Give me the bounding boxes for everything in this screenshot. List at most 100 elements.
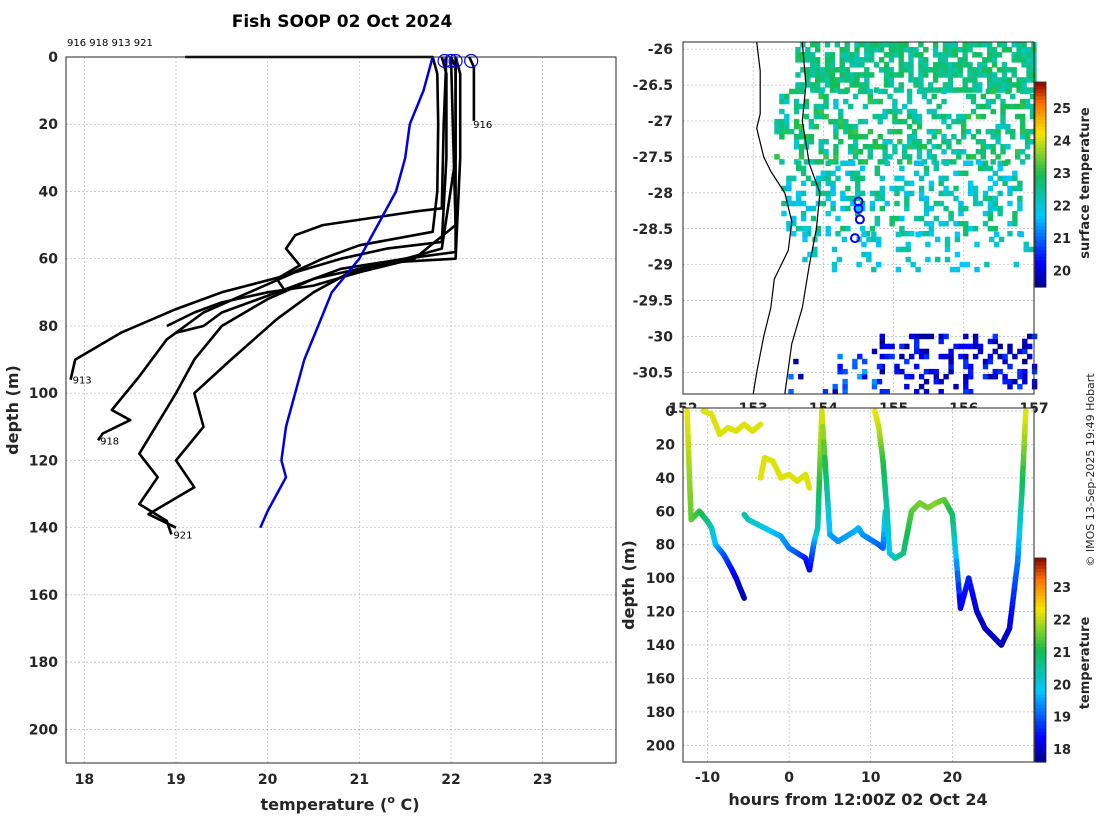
sst-pixel — [838, 139, 844, 145]
sst-pixel — [982, 195, 989, 202]
sst-pixel — [992, 205, 998, 212]
sst-pixel — [779, 128, 785, 135]
sst-pixel — [931, 144, 937, 150]
sst-pixel — [906, 159, 913, 165]
sst-pixel — [962, 82, 968, 88]
sst-pixel — [928, 220, 935, 227]
sst-pixel — [1029, 103, 1036, 110]
sst-pixel — [1001, 82, 1008, 88]
sst-pixel — [857, 88, 864, 95]
sst-pixel — [834, 42, 840, 48]
map-colorbar-segment — [1035, 259, 1046, 264]
sst-pixel — [997, 175, 1003, 182]
sst-pixel — [987, 200, 994, 207]
sst-pixel — [852, 93, 859, 100]
sst-pixel — [786, 220, 792, 227]
sst-pixel — [877, 118, 883, 125]
sst-pixel — [818, 149, 824, 155]
sst-pixel — [923, 378, 930, 385]
sst-pixel — [904, 195, 910, 202]
sst-pixel — [948, 348, 954, 355]
sst-pixel — [898, 82, 904, 88]
sst-pixel — [1022, 373, 1028, 380]
map-colorbar-segment — [1035, 119, 1046, 124]
map-ytick: -28.5 — [633, 222, 673, 238]
sst-pixel — [1002, 175, 1008, 182]
sst-pixel — [779, 159, 785, 165]
sst-pixel — [968, 190, 974, 197]
sst-pixel — [869, 57, 875, 63]
sst-pixel — [815, 42, 821, 48]
sst-pixel — [892, 113, 898, 120]
sst-pixel — [918, 57, 924, 63]
ts-colorbar-segment — [1035, 564, 1046, 569]
ts-colorbar-segment — [1035, 653, 1046, 658]
sst-pixel — [1031, 378, 1038, 385]
sst-pixel — [962, 77, 968, 83]
sst-pixel — [906, 88, 913, 95]
sst-pixel — [987, 215, 994, 222]
sst-pixel — [914, 338, 920, 345]
sst-pixel — [831, 246, 838, 253]
sst-pixel — [913, 77, 919, 83]
profile-xtick: 19 — [166, 772, 185, 788]
sst-pixel — [938, 175, 944, 182]
sst-pixel — [829, 57, 836, 63]
sst-pixel — [903, 67, 909, 73]
sst-pixel — [975, 103, 982, 110]
sst-pixel — [914, 215, 920, 222]
sst-pixel — [802, 231, 808, 238]
sst-pixel — [839, 62, 845, 68]
sst-pixel — [892, 128, 898, 135]
sst-pixel — [1001, 67, 1008, 73]
sst-pixel — [948, 215, 954, 222]
sst-pixel — [879, 205, 885, 212]
sst-pixel — [946, 139, 952, 145]
sst-pixel — [958, 353, 964, 360]
sst-pixel — [911, 113, 918, 120]
sst-pixel — [819, 77, 826, 83]
sst-pixel — [991, 82, 998, 88]
sst-pixel — [938, 353, 944, 360]
sst-pixel — [936, 103, 942, 110]
map-colorbar-segment — [1035, 150, 1046, 155]
sst-pixel — [1029, 128, 1036, 135]
sst-pixel — [872, 139, 878, 145]
sst-pixel — [982, 373, 989, 380]
sst-pixel — [972, 52, 978, 58]
sst-pixel — [916, 149, 923, 155]
sst-pixel — [923, 67, 929, 73]
figure-title: Fish SOOP 02 Oct 2024 — [232, 12, 453, 32]
sst-pixel — [943, 353, 949, 360]
sst-pixel — [856, 261, 862, 268]
ts-colorbar-segment — [1035, 639, 1046, 644]
sst-pixel — [842, 383, 848, 390]
sst-pixel — [972, 72, 978, 78]
sst-pixel — [1001, 77, 1008, 83]
sst-pixel — [923, 200, 930, 207]
sst-pixel — [957, 62, 963, 68]
ts-colorbar-segment — [1035, 677, 1046, 681]
sst-pixel — [774, 154, 780, 160]
sst-pixel — [952, 72, 958, 78]
ts-colorbar-segment — [1035, 687, 1046, 692]
sst-pixel — [1026, 67, 1032, 73]
ts-colorbar-segment — [1035, 683, 1046, 688]
profile-ytick: 180 — [29, 655, 58, 671]
sst-pixel — [996, 77, 1003, 83]
sst-pixel — [864, 77, 870, 83]
sst-pixel — [786, 225, 792, 232]
sst-pixel — [918, 52, 924, 58]
map-colorbar-tick: 20 — [1053, 265, 1071, 280]
map-ytick: -29 — [648, 258, 673, 274]
sst-pixel — [876, 261, 882, 268]
sst-pixel — [839, 72, 845, 78]
ts-colorbar-segment — [1035, 663, 1046, 668]
ts-colorbar-segment — [1035, 680, 1046, 685]
ts-colorbar-tick: 18 — [1053, 743, 1071, 758]
sst-pixel — [848, 149, 854, 155]
sst-pixel — [905, 256, 911, 263]
sst-pixel — [884, 353, 890, 360]
sst-pixel — [892, 149, 898, 155]
sst-pixel — [906, 113, 913, 120]
